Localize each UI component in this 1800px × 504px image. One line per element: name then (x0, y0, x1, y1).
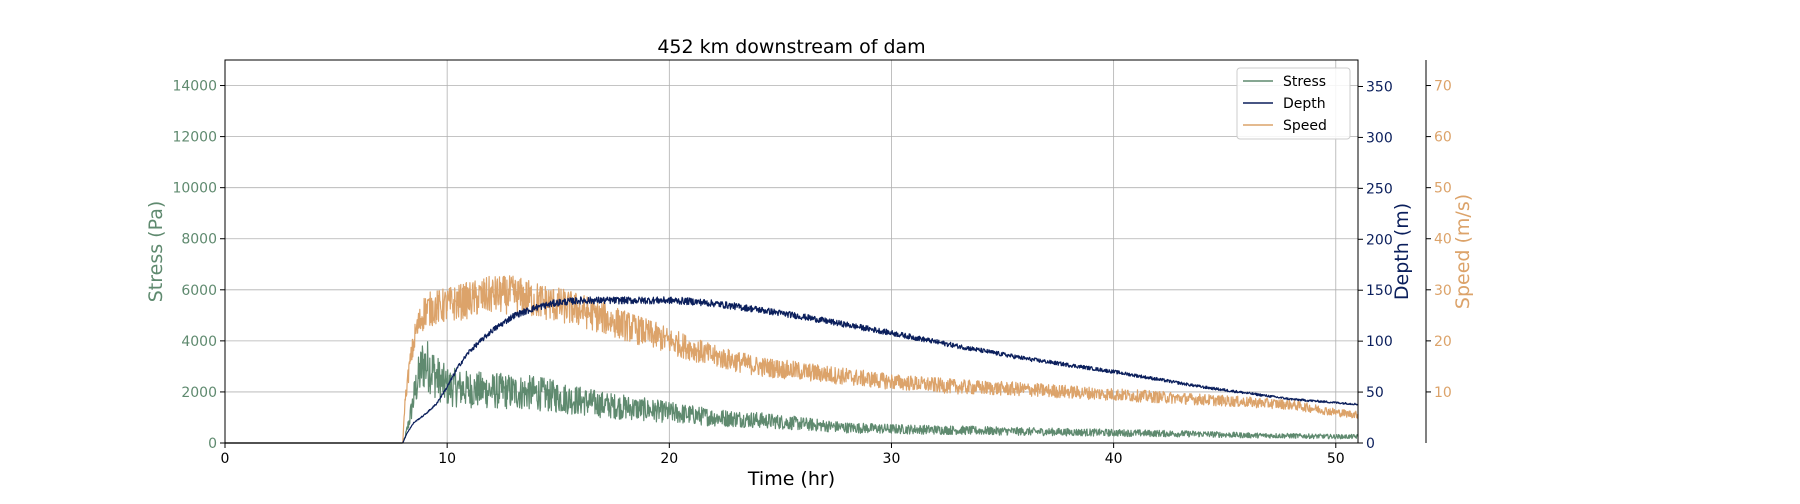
stress-tick-label: 12000 (172, 130, 217, 146)
legend-entry-speed: Speed (1243, 118, 1327, 134)
speed-tick-label: 20 (1434, 334, 1452, 350)
stress-tick-label: 14000 (172, 79, 217, 95)
legend: Stress Depth Speed (1236, 67, 1351, 140)
x-tick-label: 40 (1105, 451, 1123, 467)
depth-tick-label: 50 (1366, 385, 1384, 401)
x-tick-label: 10 (438, 451, 456, 467)
stress-tick-label: 0 (208, 436, 217, 452)
plot-frame (224, 59, 1359, 444)
stress-tick-label: 10000 (172, 181, 217, 197)
depth-tick-label: 100 (1366, 334, 1393, 350)
depth-tick-label: 300 (1366, 130, 1393, 146)
stress-tick-label: 6000 (181, 283, 217, 299)
time-axis: 0 10 20 30 40 50 (221, 443, 1345, 467)
legend-entry-depth: Depth (1243, 96, 1326, 112)
speed-tick-label: 50 (1434, 181, 1452, 197)
depth-axis: 0 50 100 150 200 250 300 350 (1358, 79, 1393, 452)
depth-tick-label: 150 (1366, 283, 1393, 299)
x-tick-label: 30 (883, 451, 901, 467)
series-depth-line (224, 296, 1359, 444)
depth-tick-label: 250 (1366, 181, 1393, 197)
depth-tick-label: 0 (1366, 436, 1375, 452)
series-lines (224, 275, 1359, 444)
series-speed-line (224, 275, 1359, 444)
legend-entry-stress: Stress (1243, 74, 1326, 90)
speed-tick-label: 30 (1434, 283, 1452, 299)
legend-label-speed: Speed (1283, 118, 1327, 134)
x-tick-label: 50 (1327, 451, 1345, 467)
x-tick-label: 20 (660, 451, 678, 467)
stress-axis: 0 2000 4000 6000 8000 10000 12000 14000 (172, 79, 225, 452)
speed-axis: 10 20 30 40 50 60 70 (1425, 60, 1452, 443)
speed-tick-label: 10 (1434, 385, 1452, 401)
stress-tick-label: 4000 (181, 334, 217, 350)
legend-label-depth: Depth (1283, 96, 1326, 112)
x-tick-label: 0 (221, 451, 230, 467)
legend-box (1236, 67, 1351, 140)
stress-tick-label: 2000 (181, 385, 217, 401)
depth-tick-label: 350 (1366, 79, 1393, 95)
depth-axis-label: Depth (m) (1391, 203, 1413, 300)
speed-tick-label: 40 (1434, 232, 1452, 248)
stress-tick-label: 8000 (181, 232, 217, 248)
speed-tick-label: 70 (1434, 79, 1452, 95)
legend-label-stress: Stress (1283, 74, 1326, 90)
speed-tick-label: 60 (1434, 130, 1452, 146)
depth-tick-label: 200 (1366, 232, 1393, 248)
stress-axis-label: Stress (Pa) (145, 201, 167, 303)
series-stress-line (224, 341, 1359, 444)
x-axis-label: Time (hr) (747, 468, 835, 490)
chart-title: 452 km downstream of dam (657, 36, 925, 58)
speed-axis-label: Speed (m/s) (1452, 194, 1474, 309)
